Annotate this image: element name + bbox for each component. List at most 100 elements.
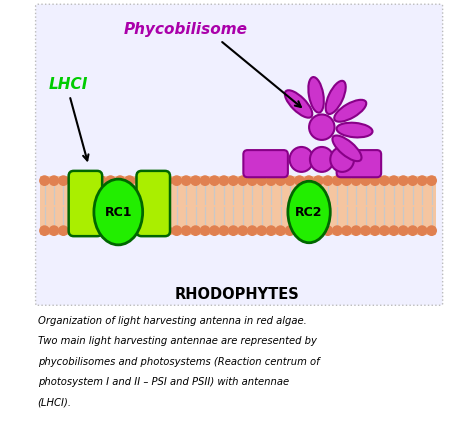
Circle shape xyxy=(238,176,247,185)
Ellipse shape xyxy=(94,179,143,245)
Circle shape xyxy=(380,176,389,185)
Ellipse shape xyxy=(337,123,373,137)
Circle shape xyxy=(314,176,323,185)
Circle shape xyxy=(219,226,228,235)
FancyBboxPatch shape xyxy=(137,171,170,236)
Circle shape xyxy=(134,226,144,235)
Circle shape xyxy=(389,176,399,185)
Circle shape xyxy=(351,176,361,185)
Circle shape xyxy=(115,226,125,235)
Ellipse shape xyxy=(334,100,366,122)
Text: photosystem I and II – PSI and PSII) with antennae: photosystem I and II – PSI and PSII) wit… xyxy=(38,377,289,387)
Circle shape xyxy=(59,226,68,235)
Ellipse shape xyxy=(308,77,324,113)
Circle shape xyxy=(333,226,342,235)
Circle shape xyxy=(257,226,266,235)
Circle shape xyxy=(285,226,295,235)
Circle shape xyxy=(408,226,418,235)
Circle shape xyxy=(144,226,153,235)
Circle shape xyxy=(257,176,266,185)
Circle shape xyxy=(210,226,219,235)
Circle shape xyxy=(172,176,182,185)
Circle shape xyxy=(115,176,125,185)
Circle shape xyxy=(87,176,96,185)
Circle shape xyxy=(361,176,370,185)
Circle shape xyxy=(163,176,172,185)
Circle shape xyxy=(144,176,153,185)
Circle shape xyxy=(399,176,408,185)
Circle shape xyxy=(201,176,210,185)
Circle shape xyxy=(97,226,106,235)
Ellipse shape xyxy=(332,136,362,161)
Text: Phycobilisome: Phycobilisome xyxy=(124,22,248,37)
Text: Organization of light harvesting antenna in red algae.: Organization of light harvesting antenna… xyxy=(38,316,307,326)
Circle shape xyxy=(182,176,191,185)
Circle shape xyxy=(134,176,144,185)
Circle shape xyxy=(276,226,285,235)
Circle shape xyxy=(418,226,427,235)
Circle shape xyxy=(87,226,96,235)
Circle shape xyxy=(323,176,332,185)
Circle shape xyxy=(106,226,115,235)
Circle shape xyxy=(201,226,210,235)
Text: RHODOPHYTES: RHODOPHYTES xyxy=(174,287,300,302)
Circle shape xyxy=(228,226,238,235)
Circle shape xyxy=(418,176,427,185)
Circle shape xyxy=(342,226,351,235)
Ellipse shape xyxy=(326,81,346,114)
Ellipse shape xyxy=(309,114,335,140)
Circle shape xyxy=(361,226,370,235)
Circle shape xyxy=(342,176,351,185)
Ellipse shape xyxy=(330,147,354,172)
Text: phycobilisomes and photosystems (Reaction centrum of: phycobilisomes and photosystems (Reactio… xyxy=(38,357,319,367)
Circle shape xyxy=(285,176,295,185)
Circle shape xyxy=(78,226,87,235)
Circle shape xyxy=(153,176,163,185)
Circle shape xyxy=(172,226,182,235)
Circle shape xyxy=(427,176,436,185)
Circle shape xyxy=(295,176,304,185)
Ellipse shape xyxy=(288,181,330,243)
Text: LHCI: LHCI xyxy=(48,77,88,92)
Text: RC2: RC2 xyxy=(295,206,323,218)
Circle shape xyxy=(427,226,436,235)
Circle shape xyxy=(153,226,163,235)
Circle shape xyxy=(247,176,257,185)
Text: Two main light harvesting antennae are represented by: Two main light harvesting antennae are r… xyxy=(38,336,317,346)
Text: (LHCI).: (LHCI). xyxy=(38,397,72,407)
Circle shape xyxy=(97,176,106,185)
Circle shape xyxy=(182,226,191,235)
Circle shape xyxy=(351,226,361,235)
Circle shape xyxy=(49,176,59,185)
FancyBboxPatch shape xyxy=(337,150,381,177)
Circle shape xyxy=(333,176,342,185)
Ellipse shape xyxy=(290,147,313,172)
FancyBboxPatch shape xyxy=(36,4,443,305)
Circle shape xyxy=(191,176,200,185)
Circle shape xyxy=(370,226,380,235)
FancyBboxPatch shape xyxy=(243,150,288,177)
Circle shape xyxy=(78,176,87,185)
Circle shape xyxy=(399,226,408,235)
Circle shape xyxy=(266,176,276,185)
Circle shape xyxy=(40,226,49,235)
Circle shape xyxy=(49,226,59,235)
Circle shape xyxy=(304,176,313,185)
Bar xyxy=(40,176,436,235)
Circle shape xyxy=(191,226,200,235)
Circle shape xyxy=(219,176,228,185)
Circle shape xyxy=(40,176,49,185)
Circle shape xyxy=(323,226,332,235)
Circle shape xyxy=(389,226,399,235)
FancyBboxPatch shape xyxy=(69,171,102,236)
Circle shape xyxy=(59,176,68,185)
Ellipse shape xyxy=(285,90,312,118)
Circle shape xyxy=(304,226,313,235)
Circle shape xyxy=(314,226,323,235)
Circle shape xyxy=(228,176,238,185)
Circle shape xyxy=(266,226,276,235)
Circle shape xyxy=(276,176,285,185)
Circle shape xyxy=(238,226,247,235)
Circle shape xyxy=(408,176,418,185)
Circle shape xyxy=(125,176,134,185)
